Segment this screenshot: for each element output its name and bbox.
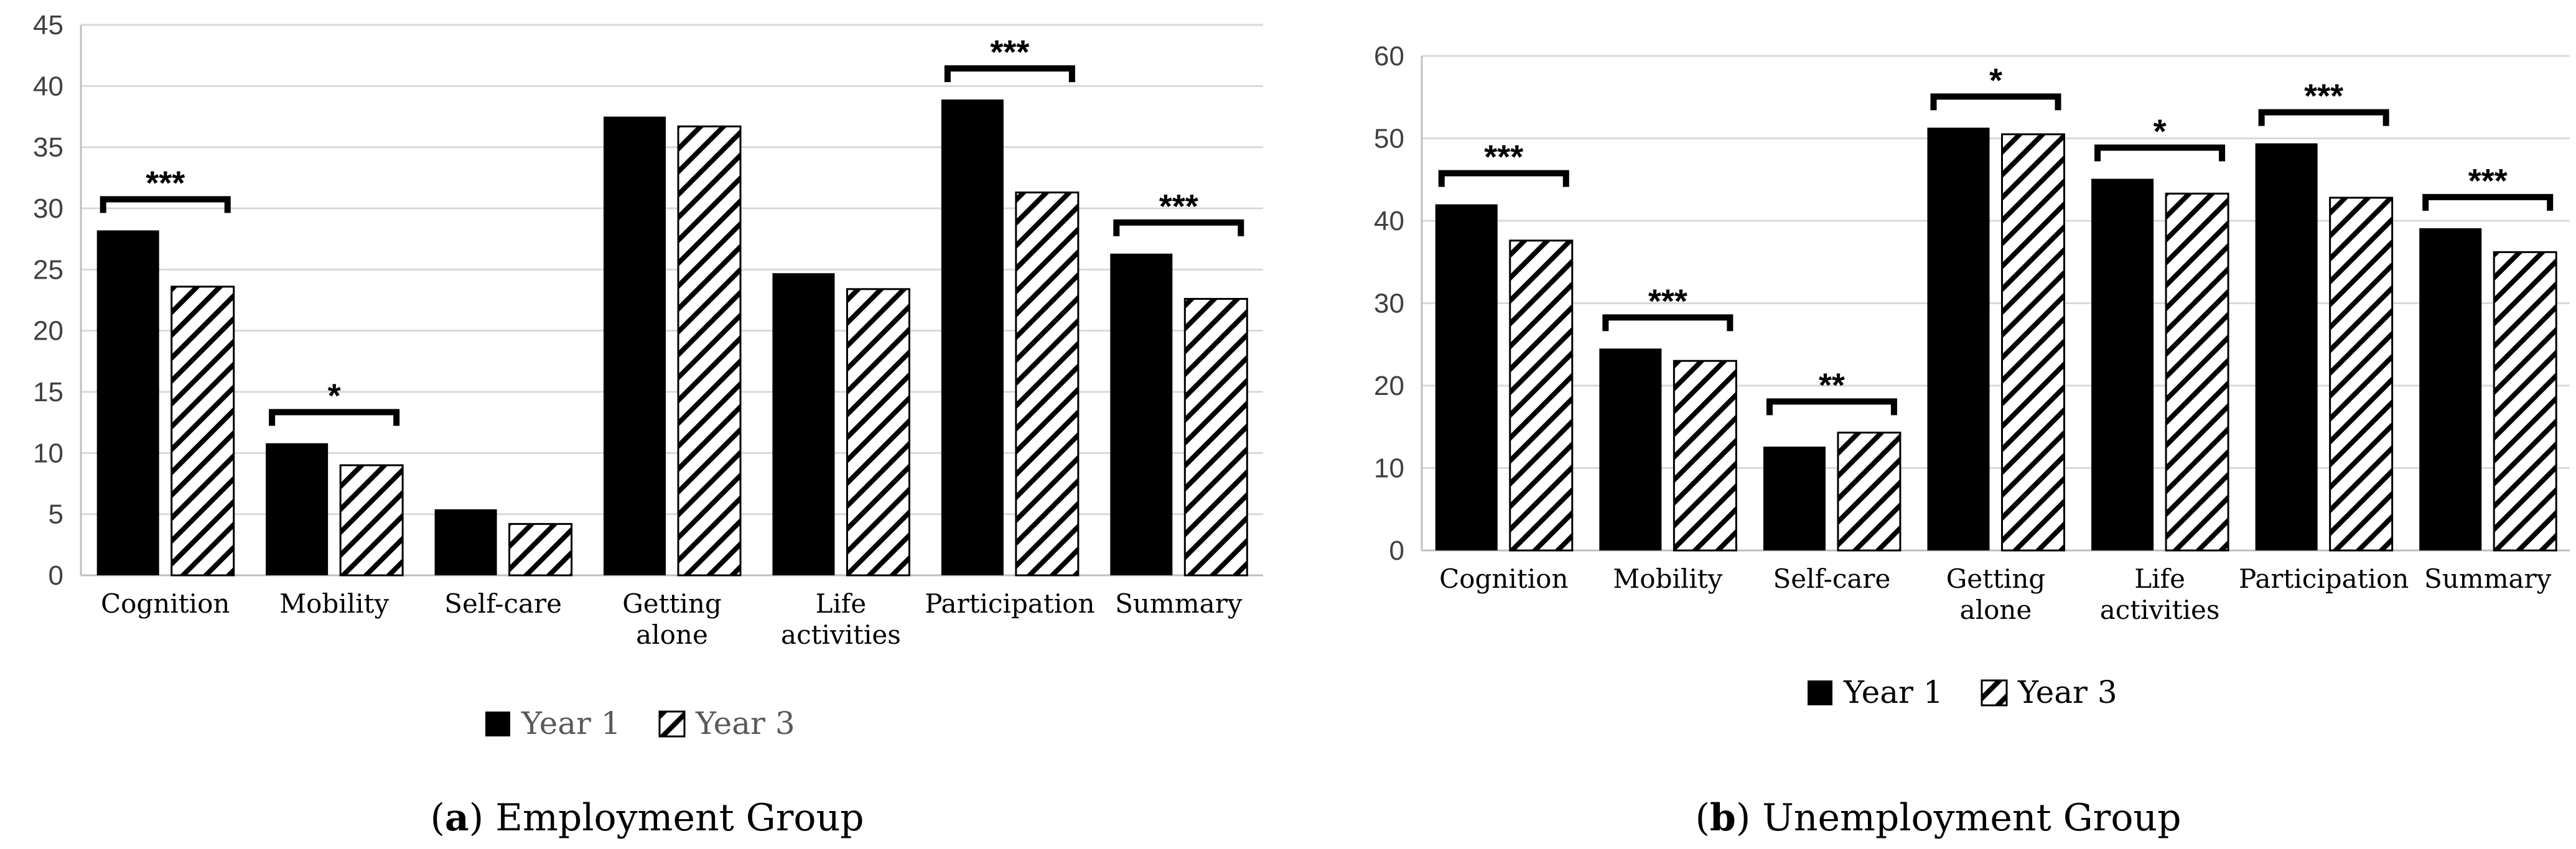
legend-swatch-year-3 — [1981, 679, 2008, 707]
bar-year-3 — [508, 522, 573, 577]
bar-year-1 — [2091, 179, 2154, 550]
bar-year-1 — [1435, 204, 1498, 550]
significance-label: * — [1989, 62, 2002, 99]
legend-swatch-year-1 — [1808, 680, 1832, 705]
legend: Year 1 Year 3 — [485, 705, 795, 741]
bar-year-3 — [2493, 251, 2557, 552]
significance-label: *** — [1648, 282, 1687, 320]
y-tick-label: 40 — [1374, 206, 1404, 236]
bar-year-3 — [1509, 239, 1574, 552]
x-tick-label: Getting alone — [622, 588, 722, 650]
significance-label: * — [2154, 113, 2167, 150]
bar-year-3 — [1015, 191, 1080, 577]
legend-label-year-3: Year 3 — [695, 705, 795, 741]
significance-label: *** — [2304, 77, 2343, 114]
bar-year-3 — [2329, 197, 2394, 552]
significance-bracket — [2422, 193, 2554, 211]
x-tick-label: Self-care — [1773, 564, 1891, 594]
bar-year-1 — [96, 230, 159, 575]
bar-year-3 — [170, 285, 235, 577]
x-tick-label: Cognition — [1439, 564, 1568, 594]
bar-year-1 — [1599, 348, 1662, 550]
significance-label: ** — [1819, 367, 1845, 404]
significance-label: *** — [990, 34, 1029, 71]
legend-swatch-year-1 — [485, 712, 510, 736]
significance-bracket — [100, 196, 231, 213]
significance-bracket — [1930, 93, 2061, 111]
bar-year-3 — [846, 288, 910, 577]
x-tick-label: Mobility — [1613, 564, 1722, 594]
bar-year-1 — [266, 443, 329, 575]
y-tick-label: 45 — [33, 10, 63, 40]
legend-label-year-3: Year 3 — [2017, 674, 2117, 710]
significance-bracket — [2094, 144, 2226, 162]
bar-year-1 — [2419, 228, 2482, 550]
bar-year-1 — [1763, 447, 1826, 550]
bar-year-1 — [941, 99, 1004, 575]
bar-year-1 — [2255, 143, 2318, 550]
y-tick-label: 5 — [49, 499, 63, 530]
bar-year-1 — [772, 273, 835, 575]
chart-b-unemployment-group: 0102030405060Cognition***Mobility***Self… — [1374, 41, 2570, 710]
significance-label: *** — [1484, 139, 1523, 176]
legend-swatch-year-3 — [658, 710, 686, 738]
bar-year-3 — [1183, 298, 1248, 577]
chart-a-employment-group: 0 5 10 15 20 25 30 35 40 45 Cognition *** Mobility * S… — [33, 10, 1263, 741]
legend-label-year-1: Year 1 — [521, 705, 621, 741]
significance-bracket — [944, 65, 1075, 82]
significance-label: *** — [146, 164, 185, 202]
x-tick-label: Mobility — [279, 588, 389, 619]
x-tick-label: Self-care — [444, 588, 562, 619]
y-tick-label: 60 — [1374, 41, 1404, 72]
bar-year-3 — [339, 464, 404, 577]
significance-bracket — [1438, 170, 1569, 187]
legend: Year 1 Year 3 — [1808, 674, 2117, 710]
bar-year-3 — [677, 125, 742, 577]
bar-year-1 — [604, 116, 666, 575]
y-tick-label: 40 — [33, 71, 63, 101]
y-tick-label: 0 — [49, 560, 63, 591]
y-tick-label: 10 — [1374, 453, 1404, 484]
significance-label: *** — [2468, 162, 2508, 200]
x-tick-label: Participation — [2239, 564, 2409, 594]
bar-year-3 — [2001, 133, 2065, 552]
legend-label-year-1: Year 1 — [1843, 674, 1943, 710]
significance-bracket — [1766, 398, 1897, 415]
significance-bracket — [1602, 314, 1734, 332]
y-tick-label: 30 — [33, 193, 63, 224]
significance-label: *** — [1159, 188, 1198, 225]
x-tick-label: Summary — [2424, 564, 2552, 594]
bar-year-1 — [434, 509, 497, 575]
caption-a: (a) Employment Group — [430, 796, 864, 840]
y-tick-label: 50 — [1374, 124, 1404, 154]
bar-year-1 — [1927, 128, 1990, 550]
y-tick-label: 25 — [33, 254, 63, 285]
y-tick-label: 20 — [33, 316, 63, 346]
x-tick-label: Summary — [1115, 588, 1243, 619]
caption-b: (b) Unemployment Group — [1695, 796, 2181, 840]
y-tick-label: 0 — [1389, 536, 1404, 566]
x-tick-label: Cognition — [101, 588, 230, 619]
y-tick-label: 10 — [33, 438, 63, 468]
bar-year-3 — [2165, 192, 2229, 552]
y-tick-label: 35 — [33, 132, 63, 163]
bar-year-1 — [1110, 253, 1173, 575]
bar-year-3 — [1837, 432, 1902, 552]
x-tick-label: Participation — [925, 588, 1094, 619]
x-tick-label: Life activities — [2100, 564, 2220, 625]
x-tick-label: Getting alone — [1946, 564, 2046, 625]
significance-label: * — [328, 378, 341, 415]
significance-bracket — [2258, 109, 2389, 126]
y-tick-label: 20 — [1374, 371, 1404, 401]
significance-bracket — [269, 409, 400, 426]
bar-year-3 — [1673, 360, 1737, 552]
significance-bracket — [1113, 219, 1244, 236]
x-tick-label: Life activities — [781, 588, 901, 650]
y-tick-label: 15 — [33, 377, 63, 407]
y-tick-label: 30 — [1374, 289, 1404, 319]
